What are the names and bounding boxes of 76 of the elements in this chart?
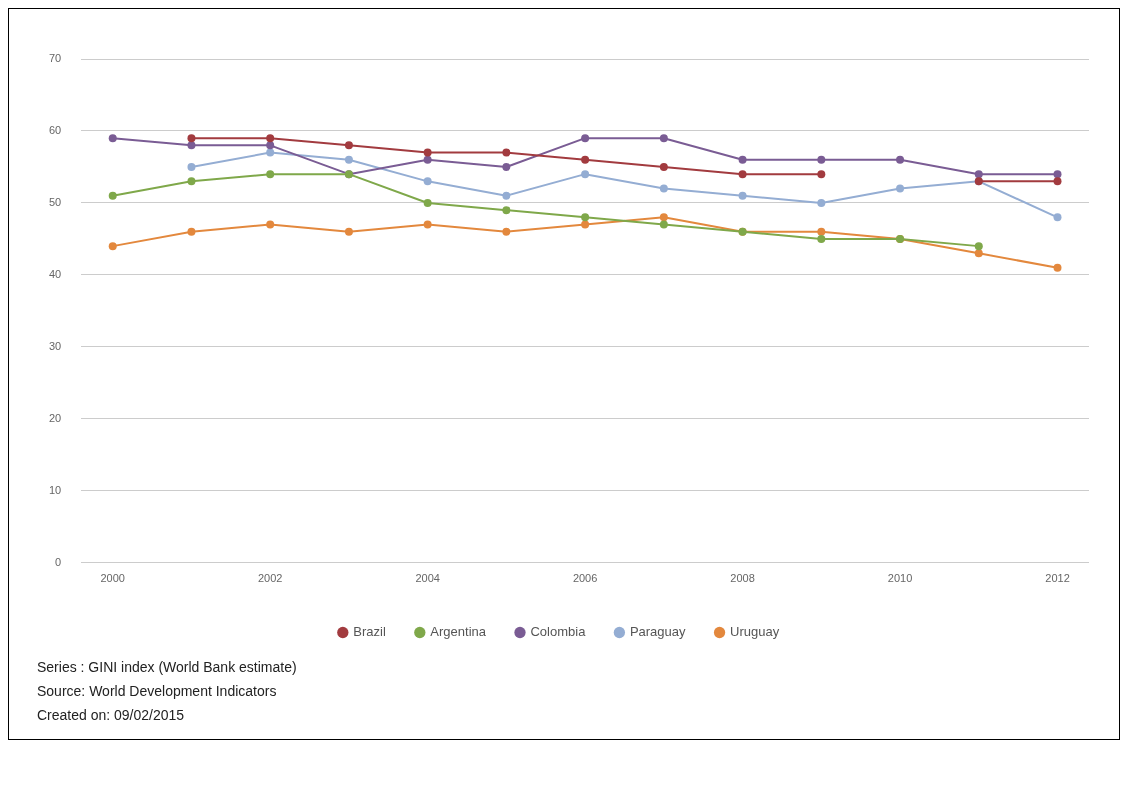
- point: [1053, 170, 1062, 179]
- point: [502, 191, 511, 200]
- point: [423, 155, 432, 164]
- x-tick-label: 2012: [1045, 572, 1070, 585]
- source-note: Source: World Development Indicators: [37, 683, 278, 699]
- text: Series : GINI index (World Bank estimate): [37, 659, 298, 675]
- x-tick-label: 2000: [100, 572, 125, 585]
- point: [974, 249, 983, 258]
- point: [108, 242, 117, 251]
- point: [581, 155, 590, 164]
- y-tick-label: 30: [48, 339, 62, 352]
- legend-label: Colombia: [530, 624, 587, 640]
- point: [502, 148, 511, 157]
- y-tick-label: 60: [48, 124, 62, 136]
- legend-label: Argentina: [430, 624, 487, 640]
- point: [108, 191, 117, 200]
- point: [738, 191, 747, 200]
- legend-label: Uruguay: [730, 624, 780, 640]
- point: [659, 134, 668, 143]
- point: [659, 213, 668, 222]
- point: [1053, 177, 1062, 186]
- point: [659, 184, 668, 193]
- y-tick-label: 50: [48, 195, 62, 208]
- point: [423, 198, 432, 207]
- point: [344, 227, 353, 236]
- x-tick-label: 2008: [730, 572, 755, 585]
- point: [581, 213, 590, 222]
- x-tick-label: 2004: [415, 572, 440, 585]
- point: [266, 134, 275, 143]
- point: [423, 220, 432, 229]
- x-tick-label: 2002: [257, 572, 283, 585]
- point: [266, 141, 275, 150]
- point: [187, 177, 196, 186]
- point: [266, 170, 275, 179]
- y-tick-label: 20: [48, 411, 62, 424]
- point: [1053, 213, 1062, 222]
- y-tick-label: 10: [48, 483, 62, 496]
- point: [738, 170, 747, 179]
- point: [974, 170, 983, 179]
- point: [187, 162, 196, 171]
- point: [817, 155, 826, 164]
- point: [1053, 263, 1062, 272]
- point: [738, 155, 747, 164]
- point: [187, 227, 196, 236]
- point: [502, 206, 511, 215]
- point: [817, 198, 826, 207]
- point: [423, 148, 432, 157]
- y-tick-label: 70: [48, 52, 62, 65]
- point: [659, 162, 668, 171]
- point: [896, 155, 905, 164]
- point: [502, 162, 511, 171]
- point: [659, 220, 668, 229]
- point: [817, 227, 826, 236]
- legend-label: Brazil: [353, 624, 386, 640]
- point: [581, 134, 590, 143]
- point: [817, 170, 826, 179]
- point: [502, 227, 511, 236]
- point: [108, 134, 117, 143]
- point: [581, 220, 590, 229]
- y-tick-label: 40: [48, 267, 62, 280]
- legend-label: Paraguay: [629, 624, 687, 640]
- point: [187, 141, 196, 150]
- point: [974, 242, 983, 251]
- point: [423, 177, 432, 186]
- point: [817, 234, 826, 243]
- text: Created on: 09/02/2015: [37, 707, 186, 723]
- point: [581, 170, 590, 179]
- x-tick-label: 2010: [887, 572, 913, 585]
- point: [344, 155, 353, 164]
- point: [187, 134, 196, 143]
- point: [344, 141, 353, 150]
- point: [896, 184, 905, 193]
- point: [266, 148, 275, 157]
- x-tick-label: 2006: [572, 572, 598, 585]
- point: [266, 220, 275, 229]
- y-tick-label: 0: [55, 555, 62, 568]
